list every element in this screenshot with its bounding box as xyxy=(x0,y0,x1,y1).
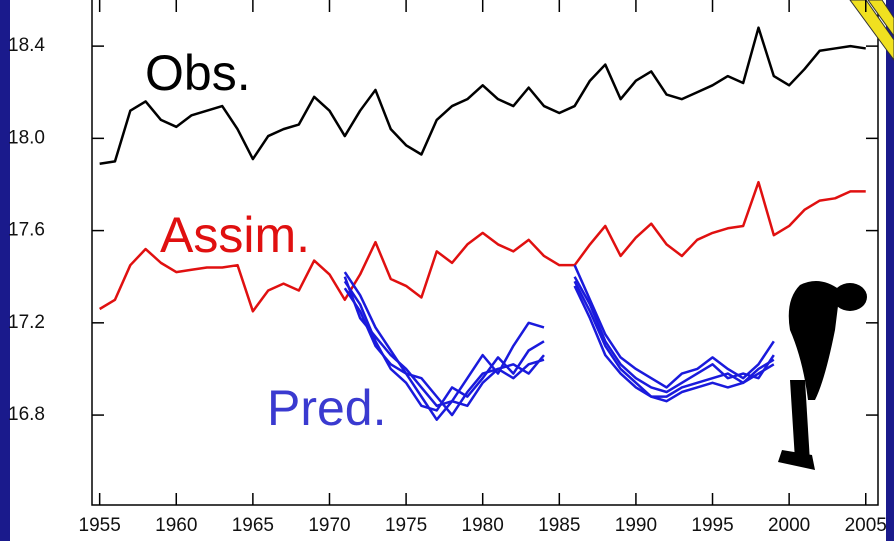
y-tick-label: 16.8 xyxy=(8,404,45,425)
figure-silhouette xyxy=(778,281,867,470)
x-tick-label: 1985 xyxy=(538,515,580,536)
series-line xyxy=(343,287,545,417)
series-line xyxy=(99,180,866,313)
y-tick-label: 18.0 xyxy=(8,127,45,148)
head xyxy=(833,283,867,311)
foot xyxy=(778,450,815,470)
x-tick-label: 2000 xyxy=(768,515,810,536)
annotation: Pred. xyxy=(267,380,387,436)
x-tick-label: 1970 xyxy=(308,515,350,536)
slide-border xyxy=(0,0,10,541)
series-line xyxy=(573,276,775,394)
stripe xyxy=(867,0,894,37)
y-tick-label: 17.2 xyxy=(8,312,45,333)
series-line xyxy=(99,26,866,165)
series-line xyxy=(343,271,545,421)
x-tick-label: 1965 xyxy=(232,515,274,536)
series-line xyxy=(573,264,775,389)
x-tick-label: 1990 xyxy=(615,515,657,536)
series-line xyxy=(343,280,545,412)
stripe xyxy=(849,0,894,61)
decoration-stripes xyxy=(849,0,894,61)
series-line xyxy=(573,280,775,398)
x-tick-label: 1980 xyxy=(462,515,504,536)
annotation: Obs. xyxy=(145,45,251,101)
slide-border xyxy=(886,0,894,541)
leg xyxy=(790,380,810,462)
y-tick-label: 18.4 xyxy=(8,35,45,56)
series-line xyxy=(343,276,545,408)
series-line xyxy=(573,285,775,403)
y-tick-label: 17.6 xyxy=(8,220,45,241)
plot-frame xyxy=(91,0,879,506)
x-tick-label: 1995 xyxy=(691,515,733,536)
x-tick-label: 1960 xyxy=(155,515,197,536)
body xyxy=(788,281,840,400)
annotation: Assim. xyxy=(160,207,310,263)
x-tick-label: 2005 xyxy=(845,515,887,536)
x-tick-label: 1975 xyxy=(385,515,427,536)
x-tick-label: 1955 xyxy=(79,515,121,536)
